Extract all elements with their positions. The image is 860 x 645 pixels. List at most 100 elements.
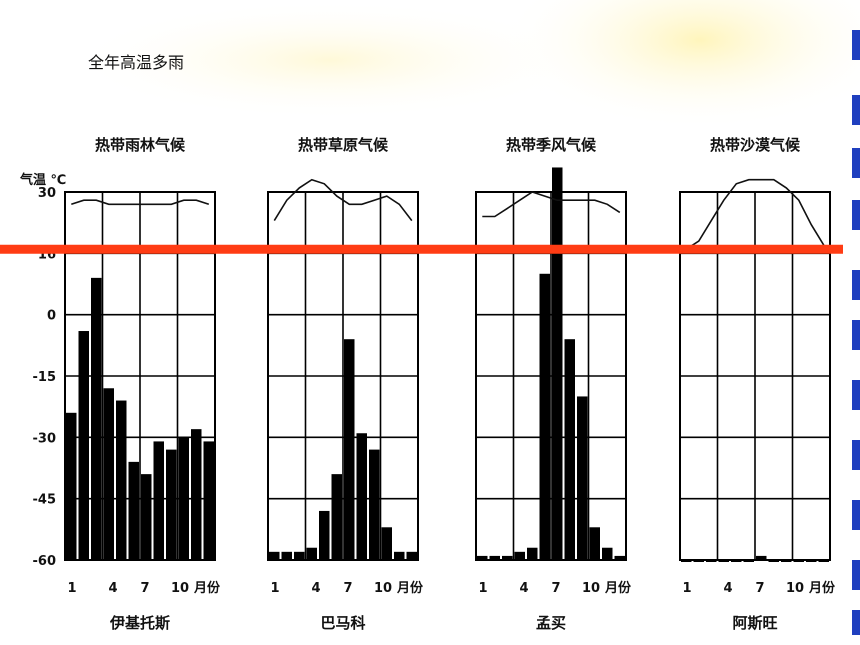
precip-bar-9 bbox=[781, 560, 792, 562]
side-mark bbox=[852, 500, 860, 530]
x-tick-label: 4 bbox=[519, 581, 528, 596]
x-tick-label: 1 bbox=[270, 581, 279, 596]
precip-bar-11 bbox=[394, 551, 405, 560]
station-name: 阿斯旺 bbox=[732, 614, 777, 632]
side-decoration bbox=[852, 30, 860, 635]
side-mark bbox=[852, 440, 860, 470]
panel-title: 热带草原气候 bbox=[298, 136, 389, 154]
side-mark bbox=[852, 380, 860, 410]
x-tick-label: 7 bbox=[755, 581, 764, 596]
precip-bar-10 bbox=[381, 527, 392, 560]
x-tick-label: 1 bbox=[67, 581, 76, 596]
precip-bar-1 bbox=[477, 555, 488, 560]
x-tick-label: 10 bbox=[582, 581, 600, 596]
x-unit-label: 月份 bbox=[604, 580, 632, 596]
precip-bar-7 bbox=[141, 474, 152, 560]
side-mark bbox=[852, 560, 860, 590]
y-tick-label: 30 bbox=[38, 186, 56, 201]
precip-bar-1 bbox=[681, 560, 692, 562]
caption-text: 全年高温多雨 bbox=[88, 53, 185, 72]
precip-bar-5 bbox=[319, 510, 330, 560]
x-tick-label: 7 bbox=[140, 581, 149, 596]
precip-bar-10 bbox=[793, 560, 804, 562]
precip-bar-8 bbox=[356, 433, 367, 560]
precip-bar-4 bbox=[514, 551, 525, 560]
precip-bar-7 bbox=[552, 167, 563, 560]
station-name: 孟买 bbox=[536, 614, 566, 632]
x-tick-label: 10 bbox=[374, 581, 392, 596]
y-tick-label: -30 bbox=[33, 431, 57, 446]
precip-bar-6 bbox=[331, 474, 342, 560]
precip-bar-9 bbox=[369, 449, 380, 560]
precip-bar-10 bbox=[589, 527, 600, 560]
precip-bar-12 bbox=[406, 551, 417, 560]
y-tick-label: -15 bbox=[33, 370, 57, 385]
side-mark bbox=[852, 148, 860, 178]
precip-bar-8 bbox=[564, 339, 575, 560]
precip-bar-5 bbox=[116, 400, 127, 560]
precip-bar-6 bbox=[743, 560, 754, 562]
panel-title: 热带雨林气候 bbox=[95, 136, 186, 154]
precip-bar-4 bbox=[103, 388, 114, 560]
precip-bar-11 bbox=[806, 560, 817, 562]
precip-bar-2 bbox=[489, 555, 500, 560]
precip-bar-6 bbox=[128, 461, 139, 560]
station-name: 巴马科 bbox=[320, 614, 365, 632]
temperature-curve bbox=[71, 199, 210, 206]
x-tick-label: 4 bbox=[311, 581, 320, 596]
x-tick-label: 4 bbox=[723, 581, 732, 596]
precip-bar-3 bbox=[706, 560, 717, 562]
x-unit-label: 月份 bbox=[396, 580, 424, 596]
panel-title: 热带季风气候 bbox=[506, 136, 597, 154]
panel-title: 热带沙漠气候 bbox=[710, 136, 801, 154]
precip-bar-12 bbox=[203, 441, 214, 560]
x-tick-label: 10 bbox=[171, 581, 189, 596]
precip-bar-3 bbox=[502, 555, 513, 560]
side-mark bbox=[852, 320, 860, 350]
precip-bar-10 bbox=[178, 437, 189, 560]
y-tick-label: -45 bbox=[33, 493, 57, 508]
side-mark bbox=[852, 610, 860, 635]
precip-bar-6 bbox=[539, 273, 550, 560]
x-tick-label: 4 bbox=[108, 581, 117, 596]
precip-bar-4 bbox=[306, 547, 317, 560]
precip-bar-2 bbox=[693, 560, 704, 562]
precip-bar-2 bbox=[78, 331, 89, 560]
precip-bar-12 bbox=[818, 560, 829, 562]
precip-bar-3 bbox=[91, 277, 102, 560]
temperature-curve bbox=[482, 191, 621, 218]
precip-bar-5 bbox=[527, 547, 538, 560]
y-tick-label: 0 bbox=[47, 309, 56, 324]
precip-bar-11 bbox=[602, 547, 613, 560]
x-tick-label: 1 bbox=[478, 581, 487, 596]
precip-bar-9 bbox=[166, 449, 177, 560]
precip-bar-12 bbox=[614, 555, 625, 560]
precip-bar-8 bbox=[768, 560, 779, 562]
precip-bar-11 bbox=[191, 429, 202, 560]
x-unit-label: 月份 bbox=[808, 580, 836, 596]
x-tick-label: 1 bbox=[682, 581, 691, 596]
y-axis-label: 气温 ℃ bbox=[20, 172, 66, 188]
temperature-curve bbox=[685, 178, 825, 250]
x-tick-label: 7 bbox=[343, 581, 352, 596]
precip-bar-7 bbox=[756, 555, 767, 560]
x-tick-label: 10 bbox=[786, 581, 804, 596]
side-mark bbox=[852, 270, 860, 300]
temperature-curve bbox=[273, 178, 413, 222]
x-unit-label: 月份 bbox=[193, 580, 221, 596]
side-mark bbox=[852, 30, 860, 60]
precip-bar-1 bbox=[66, 412, 77, 560]
station-name: 伊基托斯 bbox=[109, 614, 170, 632]
x-tick-label: 7 bbox=[551, 581, 560, 596]
precip-bar-5 bbox=[731, 560, 742, 562]
precip-bar-2 bbox=[281, 551, 292, 560]
precip-bar-1 bbox=[269, 551, 280, 560]
precip-bar-8 bbox=[153, 441, 164, 560]
y-tick-label: -60 bbox=[33, 554, 57, 569]
